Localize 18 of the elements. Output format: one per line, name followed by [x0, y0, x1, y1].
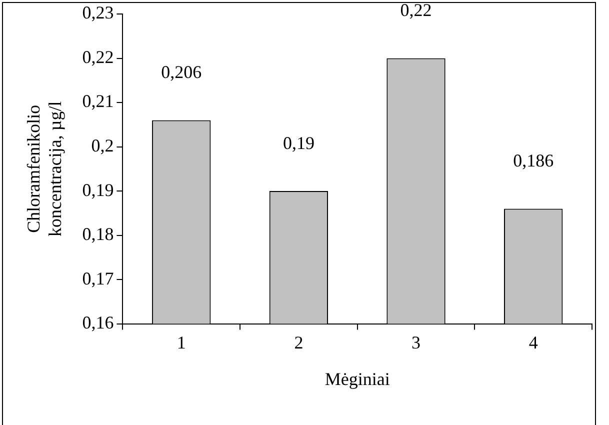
x-axis-title: Mėginiai: [324, 368, 390, 389]
y-tick-label: 0,2: [91, 136, 114, 156]
y-tick-label: 0,18: [82, 224, 114, 244]
data-label: 0,22: [400, 0, 432, 20]
y-tick-label: 0,19: [82, 180, 114, 200]
y-tick-label: 0,22: [82, 46, 114, 67]
x-tick-label: 1: [176, 332, 186, 352]
x-tick-label: 2: [294, 332, 304, 352]
y-tick-label: 0,23: [82, 2, 114, 23]
data-label: 0,19: [282, 132, 314, 153]
y-tick-label: 0,16: [82, 312, 114, 333]
y-axis-title: Chloramfenikolio koncentracija, µg/l: [24, 101, 66, 237]
y-tick-label: 0,21: [82, 91, 114, 112]
x-tick-label: 3: [412, 332, 421, 352]
data-label: 0,186: [513, 150, 554, 170]
x-tick-label: 4: [528, 332, 538, 352]
y-tick-label: 0,17: [82, 268, 114, 288]
data-label: 0,206: [161, 62, 202, 82]
